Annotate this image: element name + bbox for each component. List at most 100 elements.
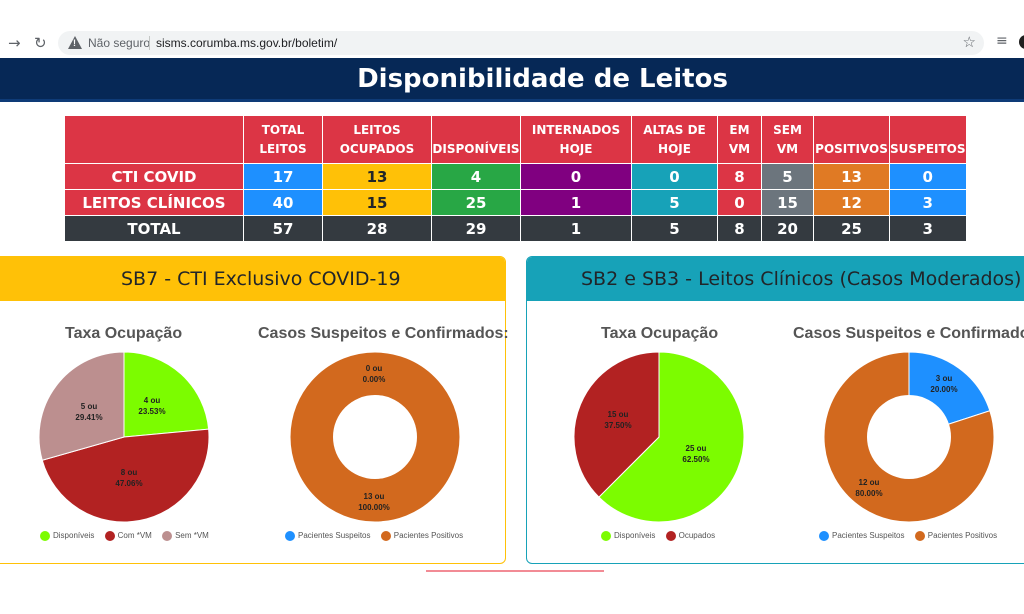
table-cell: 1 bbox=[520, 215, 632, 242]
table-cell: 15 bbox=[761, 189, 814, 216]
table-header bbox=[64, 115, 244, 164]
cases-donut-chart bbox=[823, 351, 995, 523]
table-cell: 5 bbox=[631, 215, 718, 242]
card-title: SB7 - CTI Exclusivo COVID-19 bbox=[121, 268, 401, 290]
occupancy-pie-chart bbox=[38, 351, 210, 523]
table-cell: 5 bbox=[631, 189, 718, 216]
legend-item[interactable]: Disponíveis bbox=[40, 531, 94, 541]
data-label: 5 ou 29.41% bbox=[75, 402, 103, 422]
row-label: CTI COVID bbox=[64, 163, 244, 190]
card-header: SB2 e SB3 - Leitos Clínicos (Casos Moder… bbox=[527, 257, 1024, 301]
table-cell: 1 bbox=[520, 189, 632, 216]
chart-legend: Pacientes Suspeitos Pacientes Positivos bbox=[819, 531, 1005, 541]
cases-donut-chart bbox=[289, 351, 461, 523]
table-cell: 28 bbox=[322, 215, 432, 242]
chart-legend: Disponíveis Com *VM Sem *VM bbox=[40, 531, 217, 541]
table-cell: 8 bbox=[717, 215, 762, 242]
table-cell: 15 bbox=[322, 189, 432, 216]
chart-title: Casos Suspeitos e Confirmados: bbox=[793, 325, 1024, 342]
table-row-total: TOTAL 57 28 29 1 5 8 20 25 3 bbox=[64, 215, 967, 242]
star-icon[interactable]: ☆ bbox=[962, 33, 976, 51]
data-label: 0 ou 0.00% bbox=[362, 364, 386, 384]
chart-legend: Pacientes Suspeitos Pacientes Positivos bbox=[285, 531, 471, 541]
table-cell: 0 bbox=[889, 163, 967, 190]
pie-slice-ocupados[interactable] bbox=[573, 351, 660, 498]
table-header: DISPONÍVEIS bbox=[431, 115, 521, 164]
table-header: ALTAS DE HOJE bbox=[631, 115, 718, 164]
table-header: SUSPEITOS bbox=[889, 115, 967, 164]
data-label: 4 ou 23.53% bbox=[138, 396, 166, 416]
table-cell: 13 bbox=[813, 163, 890, 190]
table-header: TOTAL LEITOS bbox=[243, 115, 323, 164]
data-label: 13 ou 100.00% bbox=[358, 492, 390, 512]
table-header: POSITIVOS bbox=[813, 115, 890, 164]
table-row: LEITOS CLÍNICOS 40 15 25 1 5 0 15 12 3 bbox=[64, 189, 967, 216]
browser-toolbar: → ↻ Não seguro sisms.corumba.ms.gov.br/b… bbox=[0, 28, 1024, 58]
table-cell: 3 bbox=[889, 189, 967, 216]
data-label: 12 ou 80.00% bbox=[855, 478, 883, 498]
legend-item[interactable]: Pacientes Positivos bbox=[914, 531, 997, 541]
page-title: Disponibilidade de Leitos bbox=[357, 64, 728, 94]
legend-item[interactable]: Disponíveis bbox=[601, 531, 655, 541]
table-header: SEM VM bbox=[761, 115, 814, 164]
card-title: SB2 e SB3 - Leitos Clínicos (Casos Moder… bbox=[581, 268, 1022, 290]
chart-title: Taxa Ocupação bbox=[601, 325, 719, 342]
table-cell: 3 bbox=[889, 215, 967, 242]
data-label: 8 ou 47.06% bbox=[115, 468, 143, 488]
card-cti-covid: SB7 - CTI Exclusivo COVID-19 Taxa Ocupaç… bbox=[0, 256, 509, 564]
table-cell: 13 bbox=[322, 163, 432, 190]
pie-slice-dispon-veis[interactable] bbox=[123, 351, 210, 438]
legend-item[interactable]: Com *VM bbox=[104, 531, 152, 541]
pie-slice-dispon-veis[interactable] bbox=[598, 351, 745, 523]
occupancy-pie-chart bbox=[573, 351, 745, 523]
table-cell: 40 bbox=[243, 189, 323, 216]
row-label: TOTAL bbox=[64, 215, 244, 242]
table-cell: 20 bbox=[761, 215, 814, 242]
data-label: 15 ou 37.50% bbox=[604, 410, 632, 430]
reload-icon[interactable]: ↻ bbox=[34, 34, 47, 52]
donut-hole bbox=[867, 395, 951, 479]
url-divider bbox=[149, 36, 150, 50]
table-cell: 0 bbox=[520, 163, 632, 190]
security-label[interactable]: Não seguro bbox=[88, 36, 151, 50]
chart-title: Taxa Ocupação bbox=[65, 325, 183, 342]
media-queue-icon[interactable]: ≡ bbox=[996, 33, 1008, 49]
pie-slice-sem-vm[interactable] bbox=[38, 351, 125, 461]
table-header: LEITOS OCUPADOS bbox=[322, 115, 432, 164]
card-leitos-clinicos: SB2 e SB3 - Leitos Clínicos (Casos Moder… bbox=[526, 256, 1024, 564]
title-banner: Disponibilidade de Leitos bbox=[0, 58, 1024, 102]
legend-item[interactable]: Pacientes Suspeitos bbox=[819, 531, 905, 541]
table-cell: 25 bbox=[813, 215, 890, 242]
table-cell: 0 bbox=[631, 163, 718, 190]
table-header: EM VM bbox=[717, 115, 762, 164]
row-label: LEITOS CLÍNICOS bbox=[64, 189, 244, 216]
pie-slice-com-vm[interactable] bbox=[41, 428, 210, 523]
data-label: 3 ou 20.00% bbox=[930, 374, 958, 394]
chart-legend: Disponíveis Ocupados bbox=[601, 531, 723, 541]
table-header-row: TOTAL LEITOS LEITOS OCUPADOS DISPONÍVEIS I… bbox=[64, 115, 967, 164]
url-text[interactable]: sisms.corumba.ms.gov.br/boletim/ bbox=[156, 36, 338, 50]
table-cell: 25 bbox=[431, 189, 521, 216]
section-divider bbox=[426, 570, 604, 572]
avatar[interactable] bbox=[1019, 35, 1024, 49]
data-label: 25 ou 62.50% bbox=[682, 444, 710, 464]
legend-item[interactable]: Sem *VM bbox=[162, 531, 209, 541]
chart-title: Casos Suspeitos e Confirmados: bbox=[258, 325, 509, 342]
legend-item[interactable]: Pacientes Positivos bbox=[380, 531, 463, 541]
address-bar[interactable]: Não seguro sisms.corumba.ms.gov.br/bolet… bbox=[58, 31, 984, 55]
warning-icon[interactable] bbox=[68, 36, 82, 49]
table-cell: 29 bbox=[431, 215, 521, 242]
beds-table: TOTAL LEITOS LEITOS OCUPADOS DISPONÍVEIS I… bbox=[64, 115, 967, 242]
table-cell: 57 bbox=[243, 215, 323, 242]
legend-item[interactable]: Ocupados bbox=[665, 531, 715, 541]
arrow-right-icon[interactable]: → bbox=[8, 34, 21, 52]
table-cell: 17 bbox=[243, 163, 323, 190]
table-cell: 4 bbox=[431, 163, 521, 190]
table-cell: 0 bbox=[717, 189, 762, 216]
table-cell: 12 bbox=[813, 189, 890, 216]
card-header: SB7 - CTI Exclusivo COVID-19 bbox=[0, 257, 505, 301]
table-header: INTERNADOS HOJE bbox=[520, 115, 632, 164]
table-cell: 5 bbox=[761, 163, 814, 190]
legend-item[interactable]: Pacientes Suspeitos bbox=[285, 531, 371, 541]
table-row: CTI COVID 17 13 4 0 0 8 5 13 0 bbox=[64, 163, 967, 190]
